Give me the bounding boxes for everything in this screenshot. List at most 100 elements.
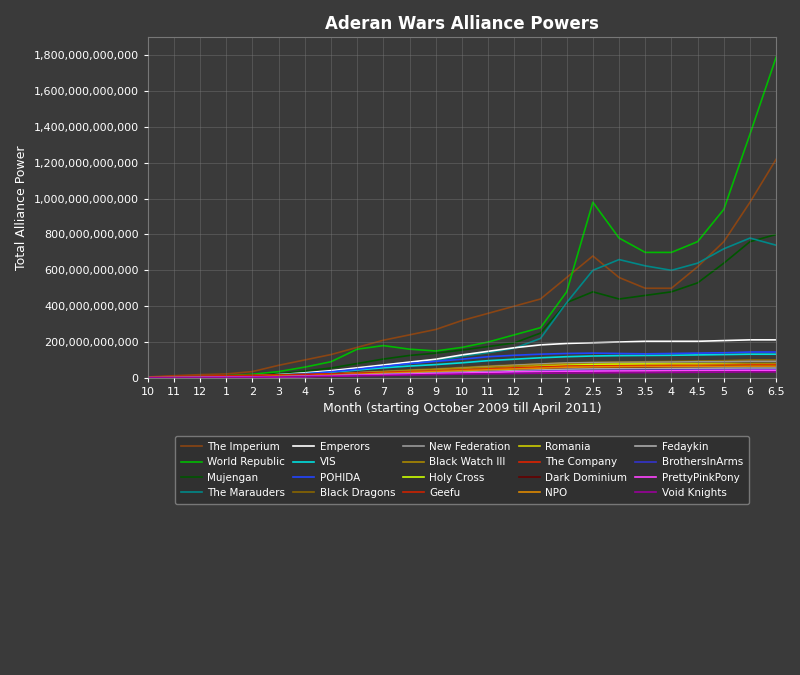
Romania <box>483 366 493 374</box>
The Marauders <box>719 245 729 253</box>
Mujengan <box>719 259 729 267</box>
New Federation <box>378 368 388 376</box>
The Company <box>510 364 519 372</box>
PrettyPinkPony <box>483 369 493 377</box>
Emperors <box>222 373 231 381</box>
Holy Cross <box>641 360 650 368</box>
Void Knights <box>195 373 205 381</box>
Geefu <box>746 366 755 374</box>
NPO <box>536 364 546 372</box>
The Imperium <box>353 344 362 352</box>
POHIDA <box>326 368 336 376</box>
Romania <box>300 372 310 380</box>
The Company <box>169 373 178 381</box>
Geefu <box>588 367 598 375</box>
PrettyPinkPony <box>614 367 624 375</box>
Line: POHIDA: POHIDA <box>148 352 776 378</box>
Mujengan <box>274 370 283 378</box>
World Republic <box>771 53 781 61</box>
World Republic <box>666 248 676 256</box>
The Marauders <box>614 256 624 264</box>
VIS <box>614 352 624 360</box>
Fedaykin <box>300 372 310 380</box>
Holy Cross <box>195 373 205 381</box>
POHIDA <box>719 349 729 357</box>
The Company <box>143 374 153 382</box>
BrothersInArms <box>693 366 702 374</box>
New Federation <box>169 373 178 381</box>
New Federation <box>771 357 781 365</box>
POHIDA <box>536 350 546 358</box>
Dark Dominium <box>405 369 414 377</box>
Geefu <box>431 368 441 376</box>
The Marauders <box>562 298 571 306</box>
Line: Mujengan: Mujengan <box>148 234 776 378</box>
New Federation <box>274 372 283 380</box>
New Federation <box>666 358 676 366</box>
Fedaykin <box>326 372 336 380</box>
Emperors <box>614 338 624 346</box>
The Marauders <box>641 262 650 270</box>
Mujengan <box>588 288 598 296</box>
Fedaykin <box>431 369 441 377</box>
Romania <box>666 362 676 370</box>
Dark Dominium <box>536 364 546 373</box>
Emperors <box>536 341 546 349</box>
Void Knights <box>353 372 362 380</box>
Void Knights <box>300 373 310 381</box>
BrothersInArms <box>326 372 336 380</box>
BrothersInArms <box>562 367 571 375</box>
Black Watch III <box>719 360 729 368</box>
New Federation <box>431 366 441 374</box>
Romania <box>562 362 571 371</box>
Line: Black Watch III: Black Watch III <box>148 364 776 378</box>
The Imperium <box>248 367 258 375</box>
Geefu <box>719 366 729 374</box>
VIS <box>300 369 310 377</box>
Romania <box>378 369 388 377</box>
Fedaykin <box>588 365 598 373</box>
Emperors <box>719 337 729 345</box>
Black Watch III <box>143 374 153 382</box>
Black Dragons <box>457 363 466 371</box>
VIS <box>536 354 546 362</box>
The Marauders <box>483 349 493 357</box>
Black Watch III <box>457 364 466 373</box>
New Federation <box>588 358 598 367</box>
Romania <box>771 361 781 369</box>
PrettyPinkPony <box>195 373 205 381</box>
VIS <box>693 351 702 359</box>
Black Watch III <box>274 372 283 380</box>
The Imperium <box>746 198 755 207</box>
PrettyPinkPony <box>536 367 546 375</box>
Geefu <box>143 373 153 381</box>
The Company <box>641 361 650 369</box>
Void Knights <box>457 370 466 378</box>
The Imperium <box>405 331 414 339</box>
POHIDA <box>614 350 624 358</box>
Romania <box>222 373 231 381</box>
Black Watch III <box>431 366 441 374</box>
New Federation <box>326 370 336 378</box>
VIS <box>483 356 493 365</box>
The Marauders <box>169 373 178 381</box>
BrothersInArms <box>483 369 493 377</box>
World Republic <box>405 345 414 353</box>
Geefu <box>222 372 231 380</box>
World Republic <box>510 331 519 339</box>
Emperors <box>169 373 178 381</box>
The Company <box>248 373 258 381</box>
New Federation <box>405 367 414 375</box>
Emperors <box>248 372 258 380</box>
New Federation <box>746 357 755 365</box>
Holy Cross <box>562 361 571 369</box>
New Federation <box>562 359 571 367</box>
Void Knights <box>641 369 650 377</box>
POHIDA <box>666 350 676 358</box>
POHIDA <box>431 357 441 365</box>
Romania <box>143 374 153 382</box>
The Marauders <box>405 360 414 368</box>
Holy Cross <box>510 364 519 372</box>
VIS <box>666 351 676 359</box>
New Federation <box>536 360 546 368</box>
